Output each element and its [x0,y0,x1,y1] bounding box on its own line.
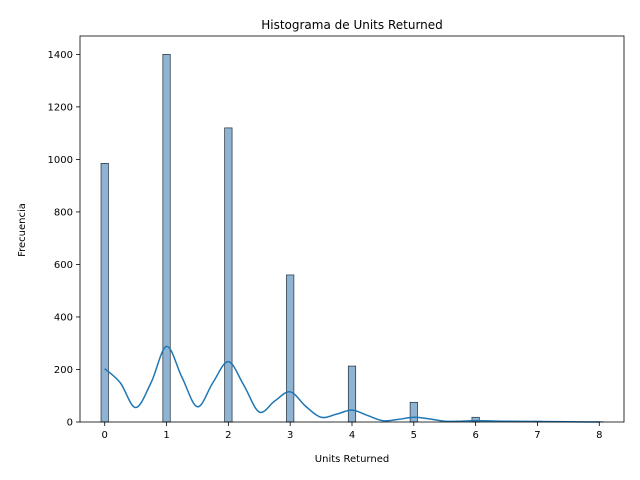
histogram-bar-4 [347,365,357,423]
x-tick-label: 4 [349,430,355,441]
kde-line [104,345,600,423]
plot-frame [79,35,625,423]
histogram-bar-3 [286,274,295,423]
y-tick-label: 600 [54,260,73,271]
y-tick-label: 1000 [48,155,73,166]
x-axis-ticks: 0 1 2 3 4 5 6 7 8 [102,422,602,441]
histogram-bar-5 [409,401,418,423]
x-tick-label: 2 [225,430,231,441]
chart-title: Histograma de Units Returned [261,18,443,32]
histogram-bar-0 [100,163,109,423]
y-axis-ticks: 0 200 400 600 800 1000 1200 1400 [48,50,80,429]
x-tick-label: 8 [596,430,602,441]
y-tick-label: 400 [54,312,73,323]
histogram-bar-2 [224,127,233,423]
histogram-bar-1 [162,54,171,423]
x-axis-label: Units Returned [315,454,389,465]
x-tick-label: 6 [472,430,478,441]
y-tick-label: 1400 [48,50,73,61]
x-tick-label: 3 [287,430,293,441]
y-tick-label: 0 [67,418,73,429]
bars-group [100,54,604,423]
x-tick-label: 7 [534,430,540,441]
kde-group [104,345,600,423]
y-tick-label: 200 [54,365,73,376]
x-tick-label: 5 [411,430,417,441]
x-tick-label: 1 [163,430,169,441]
y-axis-label: Frecuencia [17,203,28,257]
y-tick-label: 1200 [48,102,73,113]
y-tick-label: 800 [54,207,73,218]
x-tick-label: 0 [102,430,108,441]
